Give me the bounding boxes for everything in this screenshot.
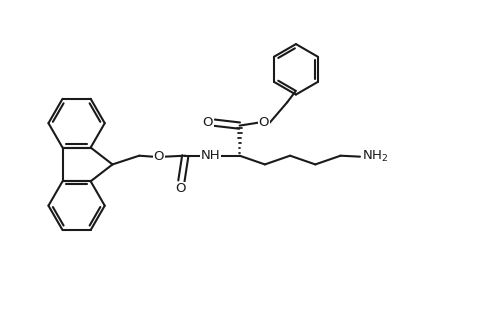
Text: O: O xyxy=(259,116,269,129)
Text: O: O xyxy=(153,150,164,163)
Text: NH$_2$: NH$_2$ xyxy=(363,149,389,164)
Text: O: O xyxy=(203,116,213,129)
Text: O: O xyxy=(175,182,186,195)
Text: NH: NH xyxy=(201,149,221,162)
